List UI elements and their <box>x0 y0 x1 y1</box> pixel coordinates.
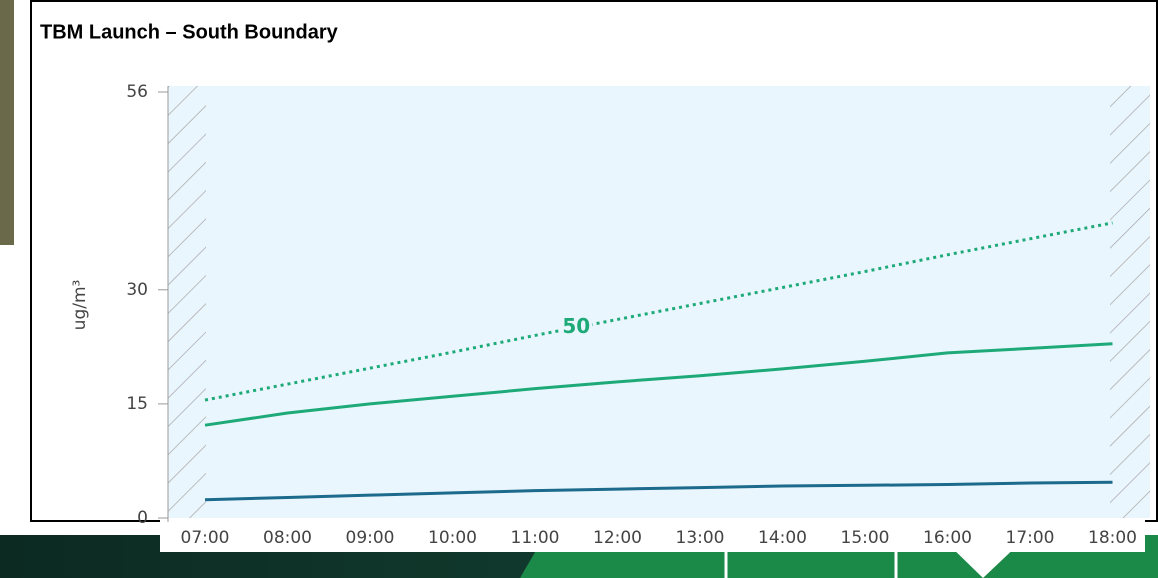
y-tick-label: 0 <box>137 508 148 528</box>
x-tick-label: 17:00 <box>1006 528 1055 548</box>
hatch-left <box>168 86 206 518</box>
x-tick-label: 08:00 <box>263 528 312 548</box>
hatch-right <box>1110 86 1150 518</box>
x-tick-label: 13:00 <box>676 528 725 548</box>
x-tick-label: 12:00 <box>593 528 642 548</box>
y-tick-label: 56 <box>126 82 148 102</box>
x-tick-label: 09:00 <box>346 528 395 548</box>
x-tick-label: 11:00 <box>511 528 560 548</box>
chart-title: TBM Launch – South Boundary <box>40 21 339 43</box>
series-line <box>204 480 1113 502</box>
x-tick-label: 18:00 <box>1088 528 1137 548</box>
series-line <box>204 221 1113 402</box>
photo-strip <box>0 0 14 245</box>
x-tick-label: 15:00 <box>841 528 890 548</box>
line-label-bg <box>560 315 593 340</box>
y-axis-label: ug/m³ <box>70 280 90 331</box>
x-tick-label: 10:00 <box>428 528 477 548</box>
y-tick-label: 15 <box>126 394 148 414</box>
x-axis-band <box>160 515 1145 552</box>
x-tick-label: 16:00 <box>923 528 972 548</box>
plot-area <box>168 86 1150 518</box>
x-tick-label: 07:00 <box>181 528 230 548</box>
x-tick-label: 14:00 <box>758 528 807 548</box>
y-tick-label: 30 <box>126 280 148 300</box>
line-label: 50 <box>562 314 590 338</box>
series-line <box>204 342 1113 427</box>
